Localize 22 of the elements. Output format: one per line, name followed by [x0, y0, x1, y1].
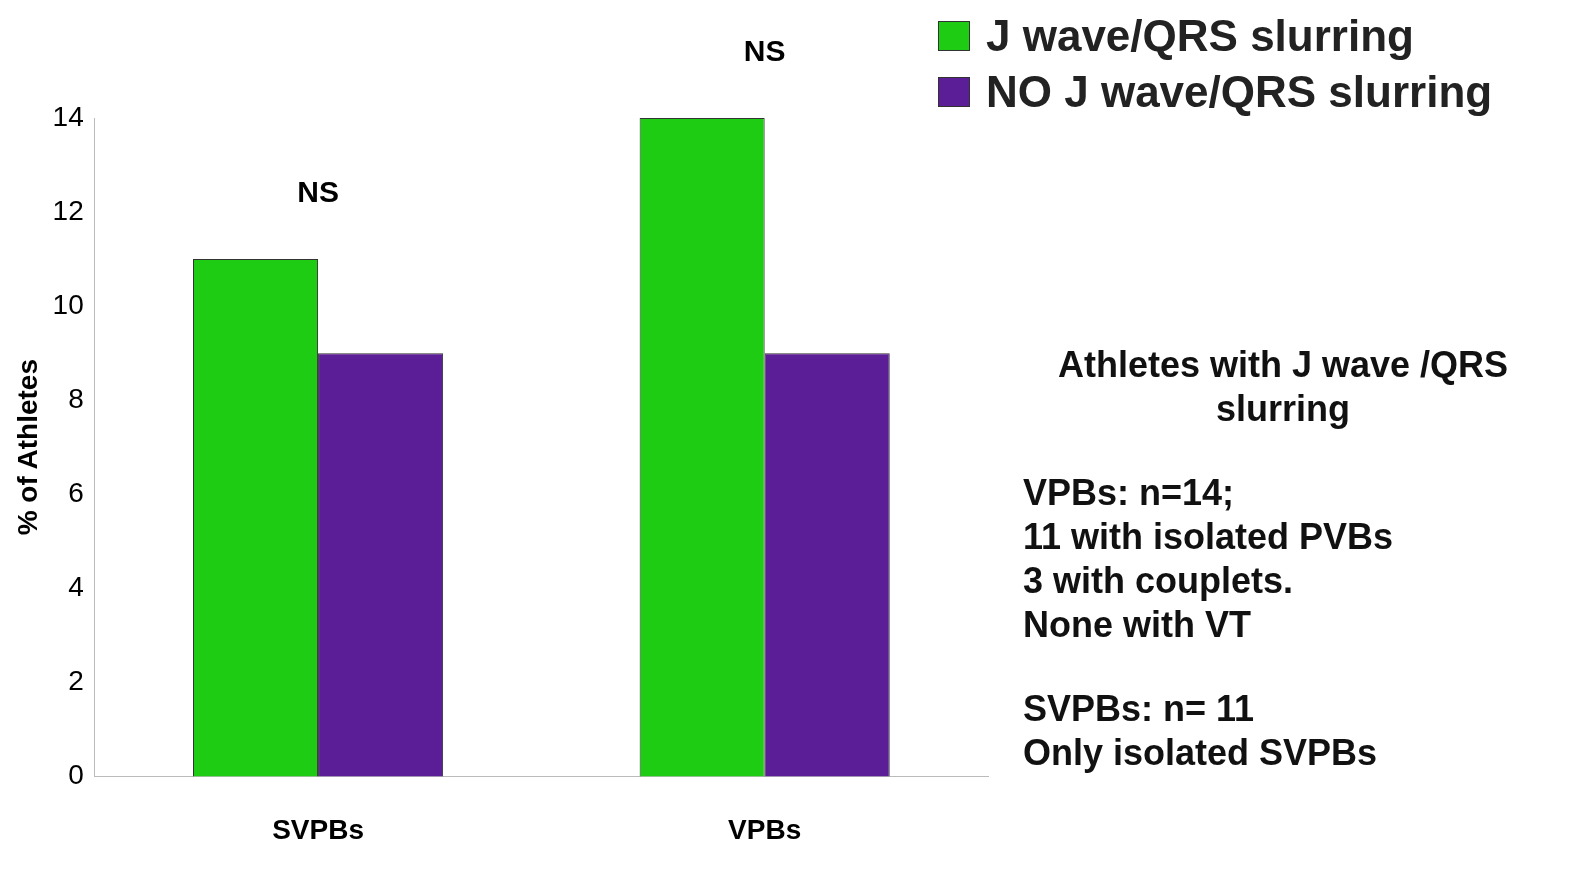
y-tick-label: 10	[52, 288, 84, 320]
y-tick-label: 8	[68, 382, 84, 414]
x-tick-label: VPBs	[728, 813, 802, 845]
y-tick-label: 14	[52, 100, 84, 132]
annotation: NS	[743, 34, 786, 68]
y-axis-title: % of Athletes	[11, 359, 43, 536]
legend-label: J wave/QRS slurring	[986, 11, 1414, 61]
y-tick-label: 2	[68, 665, 84, 697]
y-tick-label: 4	[68, 571, 84, 602]
text: 11 with isolated PVBs	[1023, 515, 1395, 559]
text: Only isolated SVPBs	[1023, 731, 1379, 775]
y-tick-label: 0	[68, 759, 84, 791]
x-tick-label: SVPBs	[272, 813, 364, 845]
annotation: NS	[297, 175, 339, 209]
text: VPBs: n=14;	[1023, 471, 1236, 515]
text: SVPBs: n= 11	[1023, 687, 1256, 731]
y-tick-label: 6	[68, 476, 84, 508]
y-tick-label: 12	[52, 194, 84, 226]
text: Athletes with J wave /QRS slurring	[1056, 343, 1510, 431]
text: None with VT	[1023, 603, 1252, 647]
legend-label: NO J wave/QRS slurring	[986, 67, 1493, 117]
text: 3 with couplets.	[1023, 559, 1295, 603]
